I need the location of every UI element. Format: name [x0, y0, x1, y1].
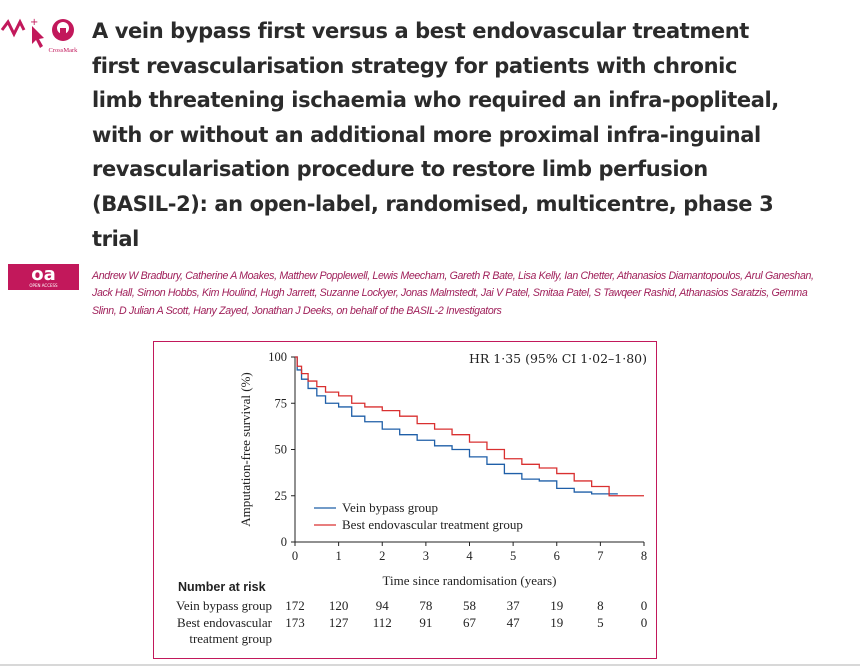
- divider: [0, 664, 860, 666]
- risk-value: 19: [550, 615, 564, 630]
- x-axis-title: Time since randomisation (years): [383, 573, 557, 588]
- y-tick-label: 100: [268, 350, 287, 364]
- article-title: A vein bypass first versus a best endova…: [92, 19, 779, 251]
- risk-value: 47: [506, 615, 520, 630]
- endovascular-curve: [295, 356, 644, 497]
- number-at-risk-heading: Number at risk: [178, 580, 266, 594]
- y-tick-label: 25: [275, 489, 288, 503]
- cursor-icon: [32, 26, 44, 48]
- risk-value: 8: [597, 598, 604, 613]
- x-tick-label: 3: [423, 549, 429, 563]
- vein-bypass-curve: [295, 356, 618, 495]
- altmetric-icon: [0, 18, 26, 38]
- y-tick-label: 75: [275, 396, 288, 410]
- y-axis-title: Amputation-free survival (%): [238, 372, 253, 527]
- open-access-badge: oa OPEN ACCESS: [8, 264, 79, 290]
- risk-value: 120: [328, 598, 349, 613]
- risk-value: 37: [506, 598, 520, 613]
- risk-value: 127: [328, 615, 349, 630]
- risk-value: 173: [285, 615, 305, 630]
- risk-value: 0: [640, 615, 648, 630]
- risk-value: 91: [419, 615, 433, 630]
- x-tick-label: 4: [466, 549, 473, 563]
- risk-value: 0: [640, 598, 648, 613]
- chart-series: [295, 356, 644, 497]
- risk-value: 5: [597, 615, 604, 630]
- open-access-icon: oa OPEN ACCESS: [8, 264, 79, 290]
- hazard-ratio-annotation: HR 1·35 (95% CI 1·02–1·80): [469, 351, 647, 366]
- risk-value: 172: [285, 598, 305, 613]
- legend-label: Vein bypass group: [342, 500, 438, 515]
- x-tick-label: 5: [510, 549, 516, 563]
- chart-axes: 0 1 2 3 4 5 6 7 8 0 25 50 75 100: [268, 350, 647, 563]
- chart-legend: Vein bypass group Best endovascular treat…: [314, 500, 523, 532]
- risk-row-label: Best endovascular treatment group: [177, 615, 272, 646]
- risk-value: 58: [463, 598, 476, 613]
- y-tick-label: 0: [281, 535, 287, 549]
- risk-value: 67: [463, 615, 476, 630]
- survival-chart: 0 1 2 3 4 5 6 7 8 0 25 50 75 100 Vein bypass group Bes…: [238, 350, 647, 588]
- x-tick-label: 6: [554, 549, 560, 563]
- x-tick-label: 8: [641, 549, 647, 563]
- author-list: Andrew W Bradbury, Catherine A Moakes, M…: [92, 270, 814, 317]
- crossmark-icon: + CrossMark: [0, 17, 79, 54]
- risk-value: 112: [372, 615, 392, 630]
- oa-label: oa: [31, 264, 56, 285]
- risk-row-label: Vein bypass group: [175, 598, 272, 613]
- kaplan-meier-figure: 0 1 2 3 4 5 6 7 8 0 25 50 75 100 Vein bypass group Bes…: [153, 341, 657, 659]
- x-tick-label: 1: [336, 549, 342, 563]
- oa-sub-label: OPEN ACCESS: [29, 283, 58, 288]
- crossmark-label: CrossMark: [49, 47, 79, 54]
- x-tick-label: 2: [379, 549, 385, 563]
- svg-text:+: +: [30, 17, 38, 28]
- crossmark-logos[interactable]: + CrossMark: [0, 16, 80, 58]
- risk-value: 94: [375, 598, 389, 613]
- risk-value: 78: [419, 598, 433, 613]
- y-tick-label: 50: [275, 443, 288, 457]
- risk-value: 19: [550, 598, 564, 613]
- legend-label: Best endovascular treatment group: [342, 517, 523, 532]
- x-tick-label: 7: [597, 549, 603, 563]
- x-tick-label: 0: [292, 549, 298, 563]
